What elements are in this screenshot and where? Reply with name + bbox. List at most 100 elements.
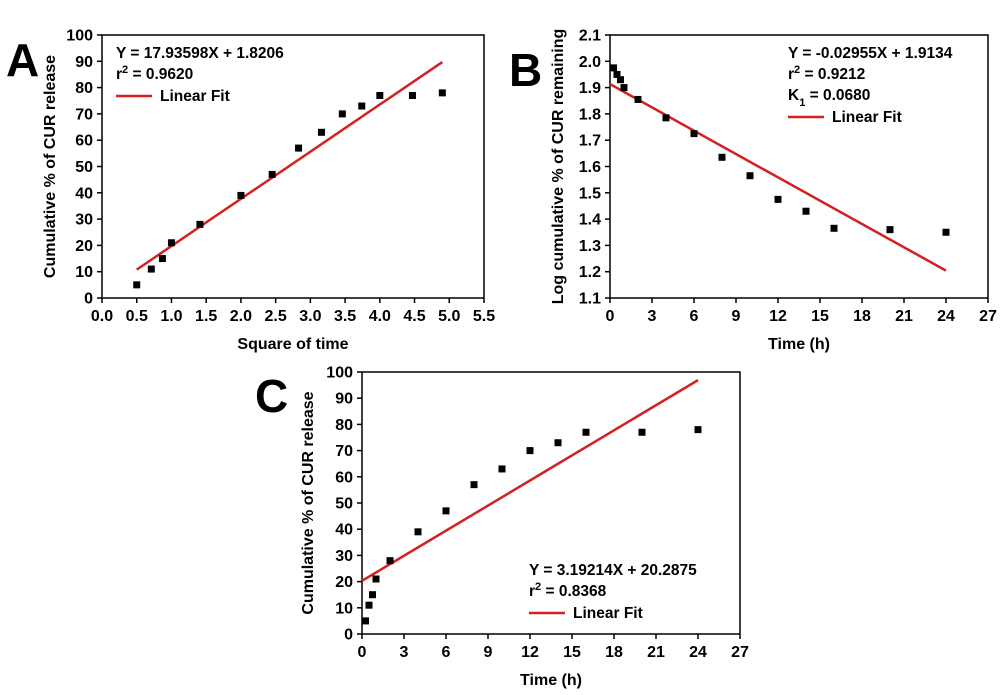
y-tick-label: 1.5 [579,185,601,202]
data-point [295,144,303,152]
data-point [372,575,380,583]
panel-c: C 0 3 6 9 12 15 18 21 24 27 0 10 20 30 40 50 60 70 80 90 100 T… [255,365,749,690]
data-point [802,207,810,215]
data-point [376,91,384,99]
legend-label: Linear Fit [160,88,230,105]
x-tick-label: 6 [690,308,699,325]
x-tick-label: 18 [605,644,623,661]
equation-line: K1 = 0.0680 [788,87,870,109]
y-tick-label: 30 [335,548,353,565]
y-tick-label: 90 [335,391,353,408]
y-axis-title: Cumulative % of CUR release [300,391,317,614]
data-point [196,220,204,228]
data-point [408,91,416,99]
data-point [694,426,702,434]
data-point [617,76,624,84]
y-tick-label: 20 [335,574,353,591]
y-axis-title: Log cumulative % of CUR remaining [550,29,567,305]
equation-line: r2 = 0.9620 [116,64,193,83]
data-point [147,265,155,273]
data-point [365,601,373,609]
x-tick-label: 27 [979,308,997,325]
y-tick-label: 80 [335,417,353,434]
data-point [774,195,782,203]
x-tick-label: 12 [769,308,787,325]
x-tick-label: 15 [563,644,581,661]
y-tick-label: 70 [335,443,353,460]
x-tick-label: 0 [358,644,367,661]
x-tick-label: 18 [853,308,871,325]
y-tick-label: 1.8 [579,106,601,123]
data-point [237,191,245,199]
y-tick-label: 10 [335,600,353,617]
x-tick-label: 2.0 [230,308,252,325]
panel-letter: B [509,44,542,96]
data-point [369,591,376,599]
data-point [638,428,646,436]
data-point [470,481,478,489]
x-tick-label: 27 [731,644,749,661]
y-tick-label: 40 [75,185,93,202]
y-tick-label: 0 [84,291,93,308]
y-tick-label: 0 [344,627,353,644]
x-tick-label: 5.0 [438,308,460,325]
data-point [362,617,369,625]
data-point [438,89,446,97]
data-point [526,447,534,455]
x-tick-label: 21 [895,308,913,325]
x-tick-label: 6 [442,644,451,661]
data-point [620,84,628,92]
x-tick-label: 1.5 [195,308,217,325]
y-tick-label: 80 [75,80,93,97]
panel-letter: A [6,34,39,86]
y-tick-label: 1.3 [579,238,601,255]
y-tick-label: 90 [75,54,93,71]
data-point [554,439,562,447]
data-point [610,64,617,72]
data-point [690,130,698,138]
y-axis-title: Cumulative % of CUR release [42,55,59,278]
x-tick-label: 24 [689,644,707,661]
x-tick-label: 3.0 [299,308,321,325]
equation-line: r2 = 0.9212 [788,64,865,83]
y-tick-label: 10 [75,264,93,281]
y-tick-label: 1.1 [579,291,601,308]
data-point [830,224,838,232]
y-tick-label: 20 [75,238,93,255]
data-point [942,228,950,236]
x-tick-label: 0 [606,308,615,325]
data-point [634,95,642,103]
data-point [268,170,276,178]
x-tick-label: 0.0 [91,308,113,325]
y-tick-label: 50 [335,496,353,513]
x-tick-label: 3.5 [334,308,356,325]
y-tick-label: 30 [75,212,93,229]
y-tick-label: 2.1 [579,28,601,45]
data-point [718,153,726,161]
x-tick-label: 15 [811,308,829,325]
data-point [498,465,506,473]
y-tick-label: 60 [75,133,93,150]
data-point [386,557,394,565]
x-tick-label: 4.5 [403,308,425,325]
x-tick-label: 4.0 [369,308,391,325]
data-point [414,528,422,536]
data-point [613,70,621,78]
data-point [358,102,366,110]
x-tick-label: 9 [732,308,741,325]
y-tick-label: 40 [335,522,353,539]
x-tick-label: 0.5 [126,308,148,325]
y-tick-label: 1.2 [579,264,601,281]
y-tick-label: 1.6 [579,159,601,176]
x-tick-label: 9 [484,644,493,661]
legend-label: Linear Fit [573,605,643,622]
linear-fit-line [361,379,699,582]
y-tick-label: 2.0 [579,54,601,71]
panel-letter: C [255,370,288,422]
data-point [662,114,670,122]
x-tick-label: 2.5 [265,308,287,325]
y-tick-label: 100 [66,28,93,45]
linear-fit-line [136,61,444,271]
y-tick-label: 50 [75,159,93,176]
data-point [158,255,166,263]
